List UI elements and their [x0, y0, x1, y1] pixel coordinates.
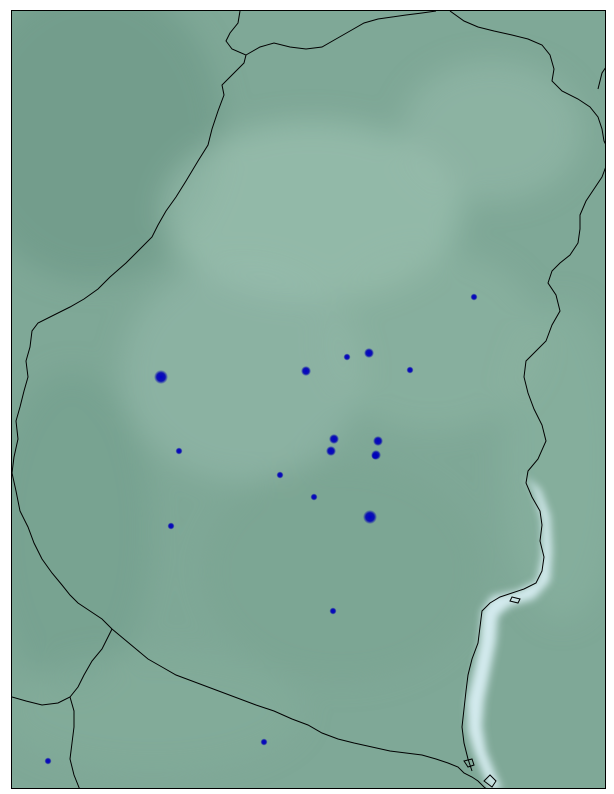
marker-m13[interactable] — [310, 493, 318, 501]
marker-m7[interactable] — [373, 436, 383, 446]
terrain-shading — [12, 11, 605, 771]
islet-south-2 — [463, 758, 475, 768]
northeast-corner-border — [597, 67, 605, 90]
marker-m1[interactable] — [154, 370, 168, 384]
river — [467, 476, 552, 788]
map-canvas[interactable] — [12, 11, 606, 789]
marker-m4[interactable] — [470, 293, 478, 301]
marker-m10[interactable] — [175, 447, 183, 455]
marker-m5[interactable] — [301, 366, 311, 376]
southwest-border-2 — [69, 696, 80, 788]
river-islet — [509, 596, 521, 604]
marker-m9[interactable] — [406, 366, 414, 374]
province-border — [12, 11, 487, 788]
northern-border — [245, 11, 437, 56]
marker-m11[interactable] — [363, 510, 377, 524]
marker-m6[interactable] — [329, 434, 339, 444]
marker-m2[interactable] — [364, 348, 374, 358]
marker-m16[interactable] — [260, 738, 268, 746]
map-frame[interactable] — [11, 10, 606, 789]
marker-m15[interactable] — [329, 607, 337, 615]
marker-m14[interactable] — [167, 522, 175, 530]
marker-m17[interactable] — [44, 757, 52, 765]
border-lines — [12, 11, 605, 788]
marker-m3[interactable] — [343, 353, 351, 361]
marker-layer — [44, 293, 478, 765]
marker-m8[interactable] — [326, 446, 336, 456]
northeast-border — [449, 11, 605, 145]
marker-m19[interactable] — [371, 452, 379, 460]
southwest-border — [12, 628, 113, 706]
islet-south — [483, 774, 497, 788]
marker-m12[interactable] — [276, 471, 284, 479]
eastern-border — [461, 167, 605, 772]
